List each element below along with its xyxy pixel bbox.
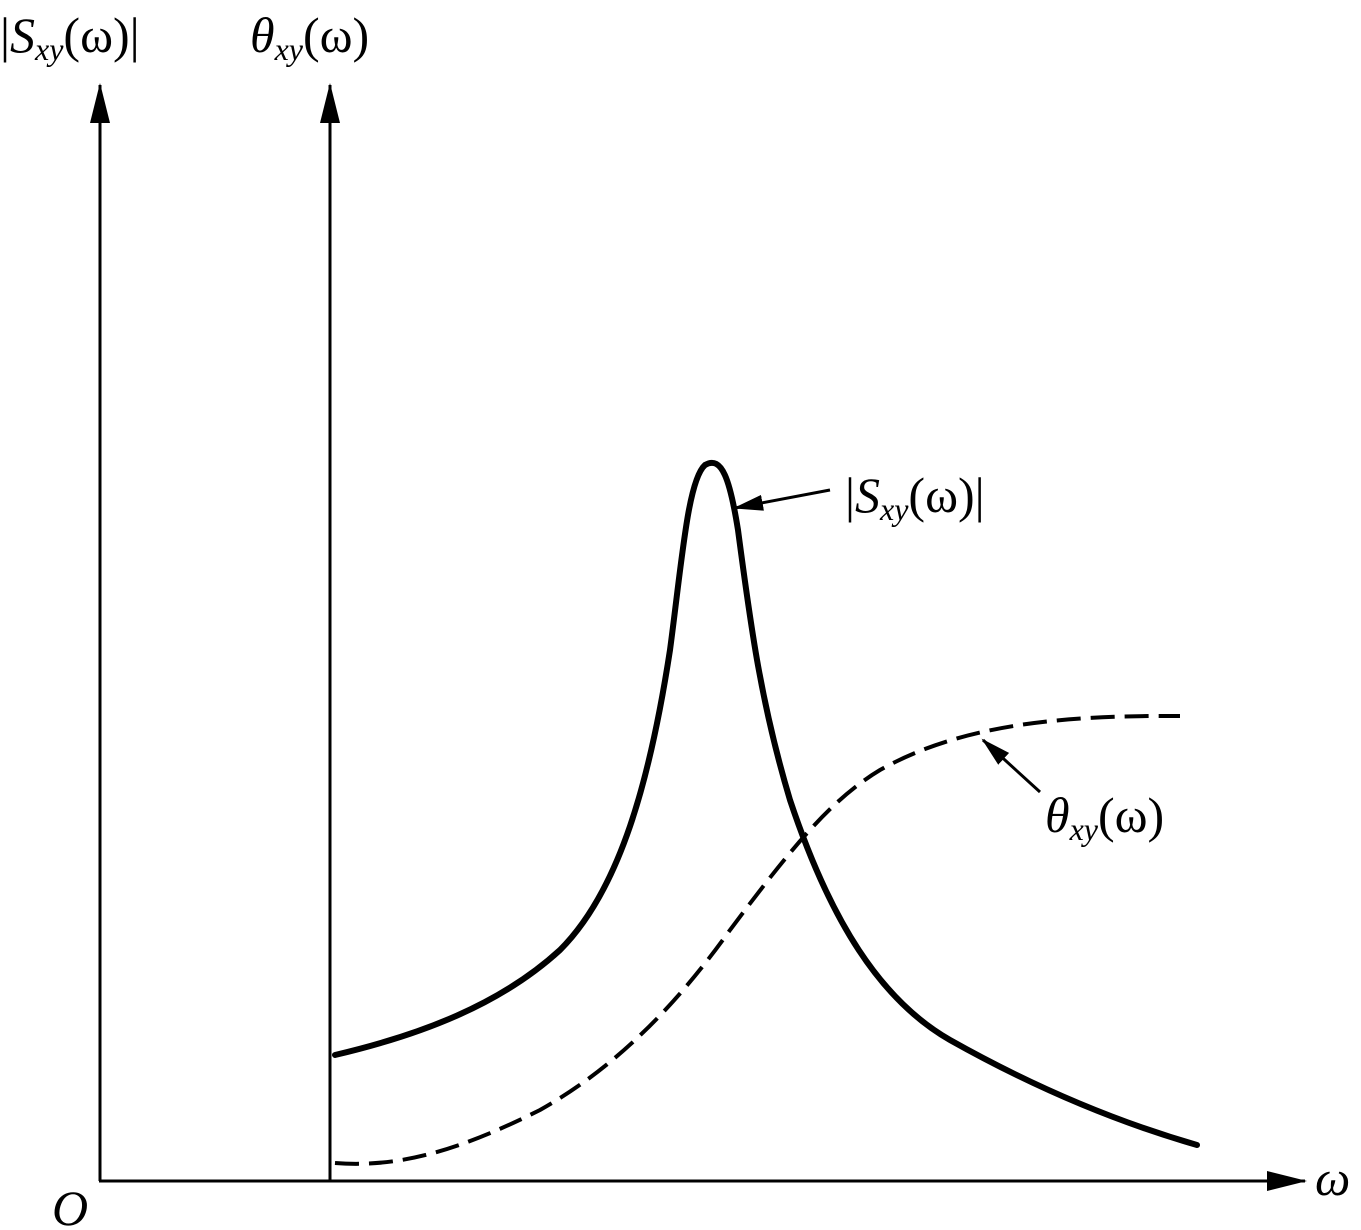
magnitude-label: |Sxy(ω)| bbox=[845, 467, 985, 527]
label-part: (ω)| bbox=[908, 467, 984, 523]
phase-pointer bbox=[981, 738, 1042, 794]
phase-axis-label: θxy(ω) bbox=[250, 7, 369, 67]
label-part: S bbox=[10, 7, 35, 63]
label-part: S bbox=[855, 467, 880, 523]
x-axis-label: ω bbox=[1315, 1150, 1350, 1206]
phase-curve bbox=[334, 713, 1181, 1166]
label-part: | bbox=[0, 7, 10, 63]
magnitude-curve bbox=[332, 460, 1200, 1148]
phase-label: θxy(ω) bbox=[1045, 787, 1164, 847]
label-part: xy bbox=[274, 31, 304, 67]
magnitude-pointer bbox=[733, 488, 831, 511]
left-axis-label: |Sxy(ω)| bbox=[0, 7, 140, 67]
label-part: xy bbox=[879, 491, 909, 527]
label-part: θ bbox=[250, 7, 275, 63]
label-part: xy bbox=[34, 31, 64, 67]
label-part: (ω)| bbox=[63, 7, 139, 63]
label-part: (ω) bbox=[303, 7, 369, 63]
label-part: | bbox=[845, 467, 855, 523]
label-part: xy bbox=[1069, 811, 1099, 847]
label-part: (ω) bbox=[1098, 787, 1164, 843]
origin-label: O bbox=[52, 1180, 88, 1230]
label-part: θ bbox=[1045, 787, 1070, 843]
